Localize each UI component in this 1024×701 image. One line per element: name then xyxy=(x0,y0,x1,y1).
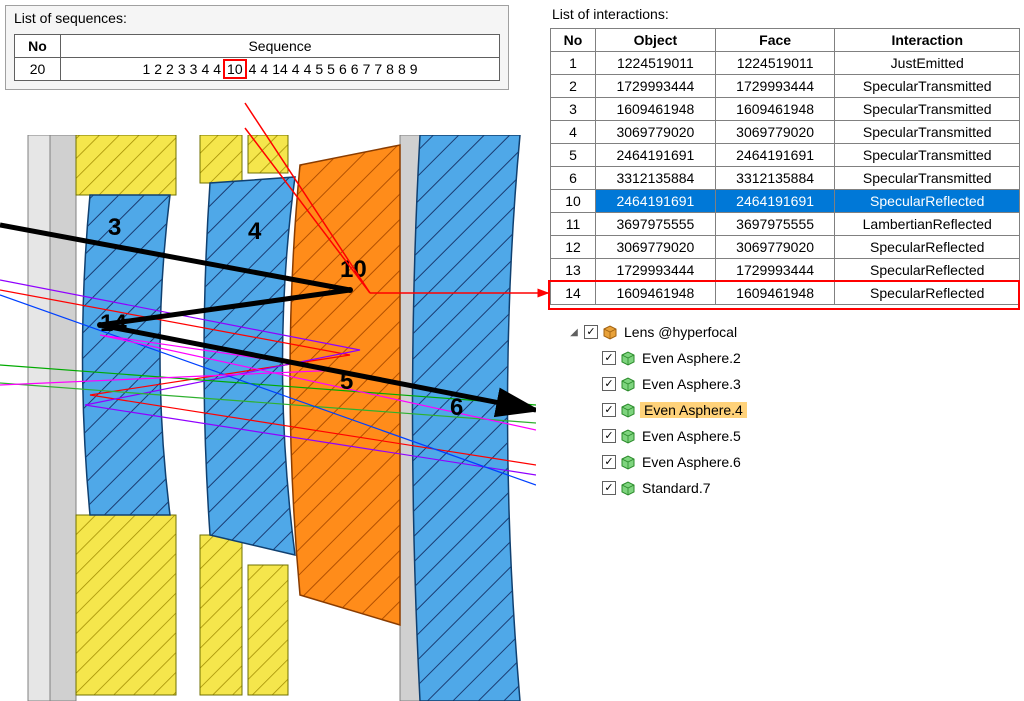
tree-child-label: Even Asphere.4 xyxy=(640,402,747,418)
sequences-title: List of sequences: xyxy=(6,6,508,30)
tree-checkbox[interactable]: ✓ xyxy=(602,481,616,495)
int-header-face: Face xyxy=(715,29,835,52)
tree-child-label: Even Asphere.5 xyxy=(640,428,741,444)
table-row[interactable]: 1416094619481609461948SpecularReflected xyxy=(551,282,1020,305)
seq-header-no: No xyxy=(15,35,61,58)
tree-collapse-icon[interactable]: ◢ xyxy=(568,327,580,338)
seq-row-no: 20 xyxy=(15,58,61,81)
seq-row[interactable]: 20 122334410441444556677889 xyxy=(15,58,500,81)
tree-parent-checkbox[interactable]: ✓ xyxy=(584,325,598,339)
seq-header-sequence: Sequence xyxy=(61,35,500,58)
tree-child-row[interactable]: ✓ Even Asphere.6 xyxy=(568,449,1020,475)
table-row[interactable]: 524641916912464191691SpecularTransmitted xyxy=(551,144,1020,167)
diagram-annotation: 5 xyxy=(340,368,353,396)
table-row[interactable]: 112245190111224519011JustEmitted xyxy=(551,52,1020,75)
diagram-annotation: 3 xyxy=(108,214,121,242)
tree-checkbox[interactable]: ✓ xyxy=(602,403,616,417)
lens-group-icon xyxy=(602,324,618,340)
tree-parent-row[interactable]: ◢ ✓ Lens @hyperfocal xyxy=(568,319,1020,345)
diagram-annotation: 4 xyxy=(248,218,261,246)
tree-child-row[interactable]: ✓ Even Asphere.2 xyxy=(568,345,1020,371)
lens-item-icon xyxy=(620,480,636,496)
tree-checkbox[interactable]: ✓ xyxy=(602,351,616,365)
lens-item-icon xyxy=(620,428,636,444)
tree-checkbox[interactable]: ✓ xyxy=(602,455,616,469)
int-header-no: No xyxy=(551,29,596,52)
tree-parent-label: Lens @hyperfocal xyxy=(622,324,737,340)
tree-child-label: Even Asphere.6 xyxy=(640,454,741,470)
int-header-object: Object xyxy=(596,29,716,52)
diagram-annotation: 10 xyxy=(340,256,367,284)
tree-child-row[interactable]: ✓ Even Asphere.3 xyxy=(568,371,1020,397)
seq-row-values: 122334410441444556677889 xyxy=(61,58,500,81)
lens-item-icon xyxy=(620,376,636,392)
tree-child-row[interactable]: ✓ Even Asphere.5 xyxy=(568,423,1020,449)
diagram-annotation: 14 xyxy=(100,310,127,338)
object-tree: ◢ ✓ Lens @hyperfocal ✓ Even Asphere.2 ✓ Eve… xyxy=(568,319,1020,501)
tree-child-label: Even Asphere.3 xyxy=(640,376,741,392)
lens-item-icon xyxy=(620,402,636,418)
tree-checkbox[interactable]: ✓ xyxy=(602,377,616,391)
interactions-table: No Object Face Interaction 1122451901112… xyxy=(550,28,1020,305)
table-row[interactable]: 316094619481609461948SpecularTransmitted xyxy=(551,98,1020,121)
int-header-interaction: Interaction xyxy=(835,29,1020,52)
tree-child-label: Even Asphere.2 xyxy=(640,350,741,366)
lens-item-icon xyxy=(620,454,636,470)
right-panel: List of interactions: No Object Face Int… xyxy=(550,0,1020,501)
tree-child-label: Standard.7 xyxy=(640,480,711,496)
lens-item-icon xyxy=(620,350,636,366)
tree-child-row[interactable]: ✓ Even Asphere.4 xyxy=(568,397,1020,423)
table-row[interactable]: 1136979755553697975555LambertianReflecte… xyxy=(551,213,1020,236)
table-row[interactable]: 430697790203069779020SpecularTransmitted xyxy=(551,121,1020,144)
sequences-panel: List of sequences: No Sequence 20 122334… xyxy=(5,5,509,90)
left-panel: List of sequences: No Sequence 20 122334… xyxy=(0,0,536,701)
interactions-title: List of interactions: xyxy=(550,0,1020,28)
table-row[interactable]: 1317299934441729993444SpecularReflected xyxy=(551,259,1020,282)
table-row[interactable]: 1230697790203069779020SpecularReflected xyxy=(551,236,1020,259)
tree-checkbox[interactable]: ✓ xyxy=(602,429,616,443)
table-row[interactable]: 633121358843312135884SpecularTransmitted xyxy=(551,167,1020,190)
sequences-table: No Sequence 20 122334410441444556677889 xyxy=(14,34,500,81)
diagram-annotation: 6 xyxy=(450,394,463,422)
table-row[interactable]: 217299934441729993444SpecularTransmitted xyxy=(551,75,1020,98)
tree-child-row[interactable]: ✓ Standard.7 xyxy=(568,475,1020,501)
table-row[interactable]: 1024641916912464191691SpecularReflected xyxy=(551,190,1020,213)
